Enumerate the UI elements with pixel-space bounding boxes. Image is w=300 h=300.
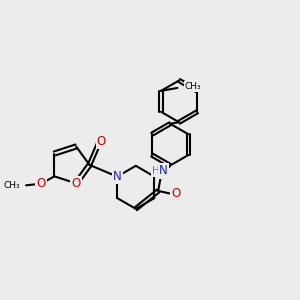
Text: H: H xyxy=(152,166,160,176)
Text: O: O xyxy=(36,177,46,190)
Text: O: O xyxy=(172,188,181,200)
Text: CH₃: CH₃ xyxy=(4,181,20,190)
Text: N: N xyxy=(159,164,168,177)
Text: N: N xyxy=(113,170,122,183)
Text: O: O xyxy=(97,134,106,148)
Text: CH₃: CH₃ xyxy=(185,82,202,91)
Text: O: O xyxy=(71,177,81,190)
